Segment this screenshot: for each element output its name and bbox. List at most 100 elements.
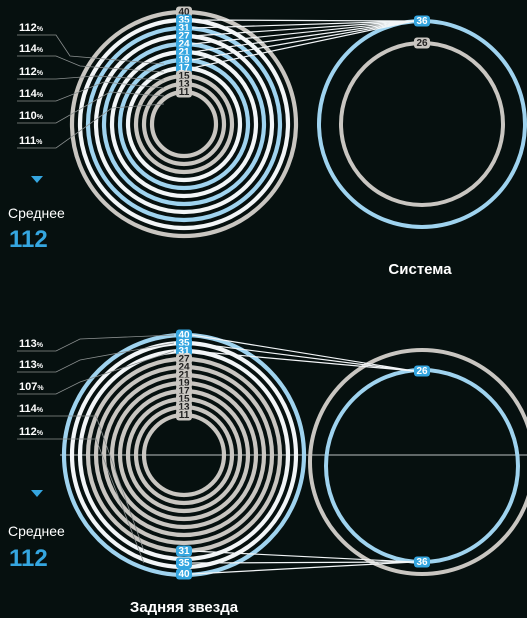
percentage-row: 114% <box>17 81 165 102</box>
cassette-label-26-text: 26 <box>416 366 428 377</box>
cassette-label-26: 26 <box>414 37 430 49</box>
chain-line-bottom <box>191 550 415 563</box>
leader-line <box>17 81 165 102</box>
bottom-label-35-text: 35 <box>178 558 190 569</box>
percentage-row: 112% <box>17 426 145 564</box>
leader-line <box>17 55 165 73</box>
percentage-value: 114% <box>19 43 44 55</box>
average-label: Среднее <box>8 523 65 539</box>
chainring-label-35-text: 35 <box>178 338 190 349</box>
percentage-value: 114% <box>19 88 44 100</box>
cassette-label-36: 36 <box>414 15 430 27</box>
bottom-label-40: 40 <box>176 568 192 580</box>
bottom-label-31-badge <box>176 545 192 557</box>
bottom-label-35-badge <box>176 557 192 569</box>
percentage-value: 112% <box>19 426 44 438</box>
leader-line <box>17 342 175 373</box>
chainring-label-11-badge <box>176 86 192 98</box>
percentage-value: 113% <box>19 359 44 371</box>
percentage-row: 107% <box>17 350 175 395</box>
average-value: 112 <box>9 226 48 253</box>
chain-line-31 <box>191 20 415 29</box>
percentage-row: 112% <box>17 66 165 81</box>
chainring-label-11-badge <box>176 409 192 421</box>
percentage-row: 113% <box>17 342 175 373</box>
chainring-label-40-text: 40 <box>178 330 190 341</box>
chainring-label-17-text: 17 <box>178 63 190 74</box>
percentage-value: 114% <box>19 403 44 415</box>
chainring-label-21-text: 21 <box>178 47 190 58</box>
chainring-label-13-text: 13 <box>178 402 190 413</box>
chainring-label-24-text: 24 <box>178 39 190 50</box>
chainring-label-31-text: 31 <box>178 346 190 357</box>
chain-line-21 <box>191 20 415 53</box>
average-label: Среднее <box>8 205 65 221</box>
chainring-label-21-text: 21 <box>178 370 190 381</box>
chainring-label-24-text: 24 <box>178 362 190 373</box>
percentage-row: 111% <box>17 103 165 149</box>
chainring-label-11: 11 <box>176 409 192 421</box>
bottom-label-40-text: 40 <box>178 569 190 580</box>
leader-line <box>17 34 165 65</box>
cassette-label-36-text: 36 <box>416 557 428 568</box>
chainring-label-19-text: 19 <box>178 378 190 389</box>
chainring-label-17-text: 17 <box>178 386 190 397</box>
leader-line <box>17 334 175 352</box>
percentage-row: 113% <box>17 334 175 352</box>
leader-line <box>17 415 145 552</box>
leader-line <box>17 103 165 149</box>
chain-line-top <box>191 342 415 372</box>
triangle-down-icon <box>31 176 43 183</box>
bottom-label-35: 35 <box>176 557 192 569</box>
chainring-label-27-text: 27 <box>178 31 190 42</box>
chainring-label-11-text: 11 <box>179 87 190 98</box>
section-rear-sprocket: 40353127242119171513113135402636113%113%… <box>8 329 527 616</box>
cassette-ring-36 <box>317 19 527 229</box>
chain-line-top <box>191 334 415 372</box>
percentage-value: 110% <box>19 110 44 122</box>
cassette-label-26: 26 <box>414 365 430 377</box>
chainring-label-15-text: 15 <box>178 394 190 405</box>
section-title: Система <box>388 261 452 278</box>
percentage-row: 114% <box>17 403 145 552</box>
chain-line-bottom <box>191 561 415 575</box>
percentage-row: 114% <box>17 43 165 73</box>
cassette-ring-26 <box>339 41 505 207</box>
chain-line-27 <box>191 20 415 37</box>
cassette-label-36-badge <box>414 556 430 568</box>
percentage-row: 110% <box>17 91 165 124</box>
percentage-value: 111% <box>19 135 43 147</box>
chainring-label-15-text: 15 <box>178 71 190 82</box>
chainring-label-11-text: 11 <box>179 410 190 421</box>
chain-line-19 <box>191 20 415 61</box>
chainring-label-11: 11 <box>176 86 192 98</box>
chainring-label-31-text: 31 <box>178 23 190 34</box>
chainring-label-19-text: 19 <box>178 55 190 66</box>
leader-line <box>17 438 145 564</box>
chain-line-bottom <box>191 561 415 564</box>
average-value: 112 <box>9 545 48 572</box>
percentage-value: 112% <box>19 22 44 34</box>
chain-line-24 <box>191 20 415 45</box>
percentage-value: 107% <box>19 381 44 393</box>
chainring-label-27-text: 27 <box>178 354 190 365</box>
cassette-label-26-badge <box>414 365 430 377</box>
percentage-value: 113% <box>19 338 44 350</box>
percentage-value: 112% <box>19 66 44 78</box>
leader-line <box>17 75 165 81</box>
cassette-label-36-text: 36 <box>416 16 428 27</box>
cassette-label-26-text: 26 <box>416 38 428 49</box>
cassette-label-36-badge <box>414 15 430 27</box>
bottom-label-31: 31 <box>176 545 192 557</box>
bottom-label-40-badge <box>176 568 192 580</box>
chainring-label-13-text: 13 <box>178 79 190 90</box>
cassette-ring-inner <box>324 368 520 564</box>
bottom-label-31-text: 31 <box>178 546 190 557</box>
chainring-11 <box>149 89 219 159</box>
chainring-label-35-text: 35 <box>178 15 190 26</box>
leader-line <box>17 91 165 124</box>
chain-line-17 <box>191 20 415 69</box>
chain-line-35 <box>191 19 415 22</box>
